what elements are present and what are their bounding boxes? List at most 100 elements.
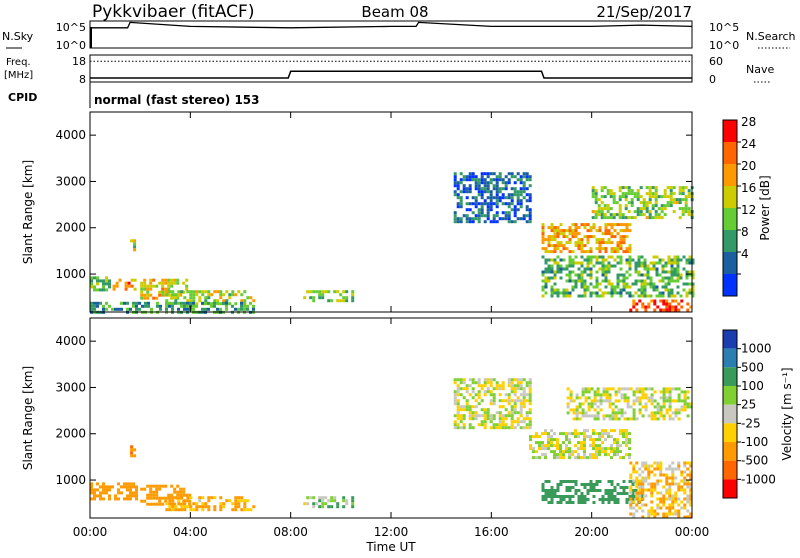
- nsky-label: N.Sky: [2, 30, 34, 43]
- power-cell-6: [327, 299, 331, 303]
- velocity-cell-5: [465, 384, 469, 388]
- velocity-cell-5: [486, 387, 490, 391]
- power-cell-7: [483, 199, 487, 203]
- power-cell-11: [665, 299, 669, 303]
- velocity-cell-6: [574, 456, 577, 460]
- power-cell-7: [513, 205, 517, 209]
- velocity-cell-5: [519, 411, 523, 415]
- power-cell-8: [595, 229, 599, 233]
- power-cell-9: [669, 198, 673, 202]
- velocity-cell-9: [656, 467, 660, 471]
- velocity-cell-6: [538, 435, 541, 439]
- power-cell-10: [565, 273, 569, 277]
- power-cell-7: [486, 217, 490, 221]
- velocity-cell-5: [510, 378, 514, 382]
- velocity-cell-7: [629, 387, 633, 391]
- power-cell-7: [510, 196, 514, 200]
- velocity-cell-9: [659, 470, 663, 474]
- power-cell-10: [664, 270, 668, 274]
- power-cell-8: [550, 235, 554, 239]
- power-cell-10: [649, 294, 653, 298]
- velocity-cell-2: [143, 499, 147, 503]
- velocity-cell-5: [495, 384, 499, 388]
- velocity-cell-9: [656, 512, 660, 516]
- power-cell-4: [228, 302, 232, 306]
- power-colorbar-swatch: [723, 252, 737, 274]
- velocity-cell-3: [198, 505, 202, 509]
- velocity-cell-9: [641, 503, 645, 507]
- power-cell-6: [306, 290, 310, 294]
- velocity-cell-8: [592, 486, 596, 489]
- velocity-cell-7: [656, 408, 660, 412]
- power-cell-9: [645, 207, 649, 211]
- power-cell-9: [666, 201, 670, 205]
- velocity-cell-3: [213, 508, 217, 512]
- velocity-cell-9: [683, 482, 687, 486]
- velocity-cell-5: [519, 387, 523, 391]
- velocity-cell-7: [596, 393, 600, 397]
- velocity-cell-6: [553, 444, 556, 448]
- power-cell-10: [622, 279, 626, 283]
- velocity-cell-6: [538, 447, 541, 451]
- velocity-cell-7: [626, 405, 630, 409]
- velocity-cell-5: [486, 381, 490, 385]
- velocity-cell-7: [668, 414, 672, 418]
- power-cell-0: [102, 285, 105, 289]
- power-cell-10: [640, 279, 644, 283]
- velocity-cell-7: [653, 411, 657, 415]
- power-cell-9: [657, 207, 661, 211]
- power-cell-7: [474, 175, 478, 179]
- power-cell-3: [158, 293, 162, 297]
- velocity-cell-1: [130, 445, 134, 449]
- power-cell-5: [111, 307, 114, 311]
- power-cell-7: [501, 202, 505, 206]
- power-cell-8: [616, 223, 620, 227]
- power-cell-7: [513, 214, 517, 218]
- power-cell-8: [553, 247, 557, 251]
- power-cell-10: [679, 258, 683, 262]
- power-cell-10: [616, 285, 620, 289]
- velocity-cell-9: [644, 503, 648, 507]
- power-cell-8: [619, 241, 623, 245]
- power-cell-10: [688, 273, 692, 277]
- power-cell-0: [105, 288, 108, 292]
- velocity-cell-6: [595, 447, 598, 451]
- freq-tick-bottom: 8: [79, 73, 86, 86]
- power-cell-10: [688, 270, 692, 274]
- power-cell-10: [691, 282, 695, 286]
- power-cell-7: [528, 220, 532, 224]
- power-cell-7: [528, 175, 532, 179]
- velocity-cell-4: [312, 505, 316, 509]
- power-cell-7: [519, 205, 523, 209]
- velocity-cell-8: [622, 492, 626, 495]
- velocity-cell-5: [528, 387, 532, 391]
- power-cell-8: [628, 247, 632, 251]
- velocity-cell-9: [647, 476, 651, 480]
- velocity-cell-5: [507, 411, 511, 415]
- power-cell-0: [90, 285, 93, 289]
- velocity-cell-9: [629, 488, 633, 492]
- velocity-cell-0: [90, 485, 93, 489]
- velocity-cell-7: [647, 399, 651, 403]
- velocity-cell-7: [668, 405, 672, 409]
- power-cell-9: [630, 198, 634, 202]
- power-colorbar-swatch: [723, 142, 737, 164]
- power-cell-6: [336, 299, 340, 303]
- power-colorbar-swatch: [723, 164, 737, 186]
- velocity-cell-9: [650, 491, 654, 495]
- velocity-cell-8: [619, 492, 623, 495]
- power-cell-8: [610, 247, 614, 251]
- power-cell-7: [486, 172, 490, 176]
- power-cell-11: [656, 305, 660, 309]
- power-cell-10: [655, 294, 659, 298]
- velocity-cell-5: [528, 420, 532, 424]
- velocity-cell-7: [587, 387, 591, 391]
- velocity-cell-4: [336, 505, 340, 509]
- power-cell-8: [619, 235, 623, 239]
- velocity-cell-7: [602, 393, 606, 397]
- power-cell-2: [133, 242, 137, 246]
- velocity-colorbar-swatch: [723, 479, 737, 498]
- power-cell-6: [336, 290, 340, 294]
- power-cell-10: [676, 258, 680, 262]
- velocity-cell-9: [641, 464, 645, 468]
